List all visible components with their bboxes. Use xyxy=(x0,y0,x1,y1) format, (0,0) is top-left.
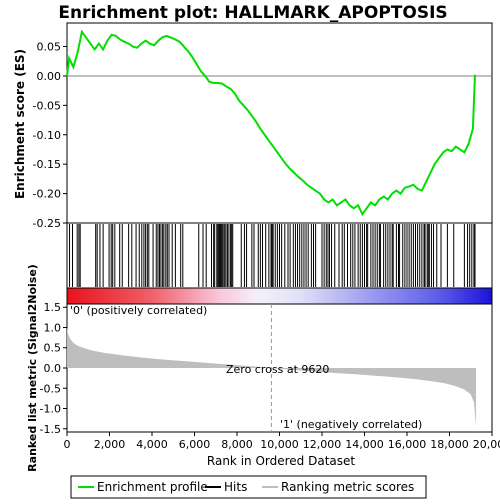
x-tick-label: 4,000 xyxy=(136,438,168,451)
es-y-tick-label: -0.05 xyxy=(33,99,61,112)
hits-panel xyxy=(70,224,475,287)
metric-y-tick-label: -0.5 xyxy=(40,382,61,395)
es-y-tick-label: -0.20 xyxy=(33,188,61,201)
legend-hits-label: Hits xyxy=(224,480,247,494)
es-y-axis: 0.05 0.00 -0.05 -0.10 -0.15 -0.20 -0.25 xyxy=(33,41,67,230)
metric-y-tick-label: -1.0 xyxy=(40,403,61,416)
legend-metric-label: Ranking metric scores xyxy=(281,480,414,494)
metric-y-tick-label: 1.0 xyxy=(44,321,62,334)
es-y-tick-label: -0.15 xyxy=(33,158,61,171)
legend: Enrichment profile Hits Ranking metric s… xyxy=(71,476,426,498)
x-axis-label: Rank in Ordered Dataset xyxy=(207,454,355,468)
es-y-tick-label: -0.10 xyxy=(33,129,61,142)
legend-enrichment-label: Enrichment profile xyxy=(97,480,208,494)
es-y-axis-label: Enrichment score (ES) xyxy=(13,49,27,199)
positive-correlated-label: '0' (positively correlated) xyxy=(70,304,207,317)
x-tick-label: 14,000 xyxy=(345,438,384,451)
es-panel-frame xyxy=(67,23,492,223)
x-tick-label: 12,000 xyxy=(303,438,342,451)
es-y-tick-label: 0.05 xyxy=(37,41,62,54)
zero-cross-label: Zero cross at 9620 xyxy=(226,363,329,376)
x-tick-label: 6,000 xyxy=(179,438,211,451)
metric-y-axis: 1.5 1.0 0.5 0.0 -0.5 -1.0 -1.5 xyxy=(40,301,67,436)
chart-title: Enrichment plot: HALLMARK_APOPTOSIS xyxy=(58,3,447,23)
x-tick-label: 2,000 xyxy=(94,438,126,451)
es-y-tick-label: -0.25 xyxy=(33,217,61,230)
metric-y-tick-label: 0.0 xyxy=(44,362,62,375)
metric-y-tick-label: 0.5 xyxy=(44,342,62,355)
x-tick-label: 16,000 xyxy=(388,438,427,451)
es-y-tick-label: 0.00 xyxy=(37,70,62,83)
x-tick-label: 18,000 xyxy=(430,438,469,451)
rank-colorbar xyxy=(67,288,492,304)
x-tick-label: 10,000 xyxy=(260,438,299,451)
x-tick-label: 8,000 xyxy=(221,438,253,451)
negative-correlated-label: '1' (negatively correlated) xyxy=(280,418,422,431)
x-tick-label: 20,000 xyxy=(473,438,500,451)
x-tick-label: 0 xyxy=(64,438,71,451)
metric-y-tick-label: -1.5 xyxy=(40,423,61,436)
metric-y-tick-label: 1.5 xyxy=(44,301,62,314)
metric-y-axis-label: Ranked list metric (Signal2Noise) xyxy=(26,264,39,472)
enrichment-profile-line xyxy=(67,32,475,214)
